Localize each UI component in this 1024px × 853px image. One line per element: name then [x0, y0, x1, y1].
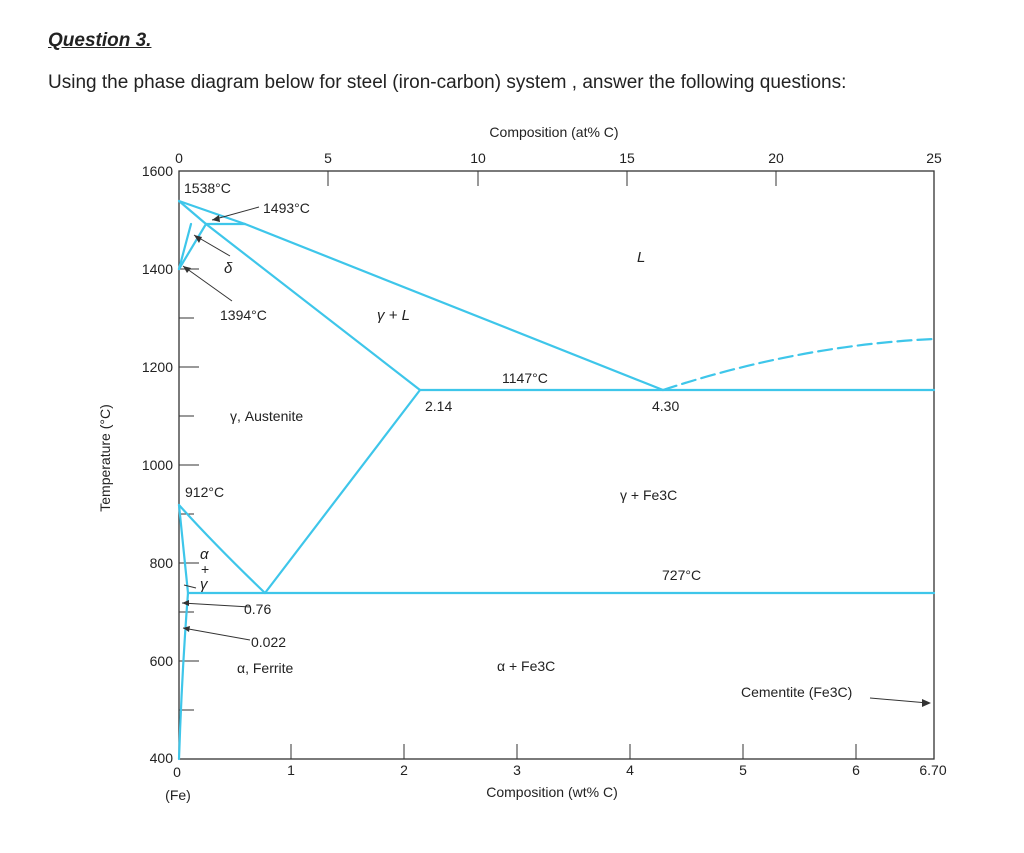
y-tick-1000: 1000: [142, 457, 173, 473]
bottom-tick-4: 4: [626, 762, 634, 778]
bottom-tick-1: 1: [287, 762, 295, 778]
y-tick-400: 400: [150, 750, 174, 766]
bottom-tick-6-70: 6.70: [919, 762, 946, 778]
alpha-gamma-line: [177, 503, 190, 595]
temp-912-label: 912°C: [185, 484, 224, 500]
top-axis-title: Composition (at% C): [489, 124, 618, 140]
comp-0-022-label: 0.022: [251, 634, 286, 650]
cementite-label: Cementite (Fe3C): [741, 684, 852, 700]
ferrite-label: α, Ferrite: [237, 660, 294, 676]
arrowheads: [182, 215, 931, 707]
liquidus-left: [243, 222, 665, 392]
gamma-solidus: [204, 222, 422, 392]
plus-label: +: [201, 561, 209, 577]
comp-2-14-label: 2.14: [425, 398, 452, 414]
y-tick-1600: 1600: [142, 163, 173, 179]
delta-solidus: [177, 199, 208, 226]
bottom-tick-2: 2: [400, 762, 408, 778]
y-tick-600: 600: [150, 653, 174, 669]
liquidus-cementite: [661, 337, 936, 392]
alpha-plus-cementite-label: α + Fe3C: [497, 658, 555, 674]
comp-0-76-label: 0.76: [244, 601, 271, 617]
bottom-ticks: [290, 744, 857, 759]
temp-727-label: 727°C: [662, 567, 701, 583]
top-tick-0: 0: [175, 150, 183, 166]
bottom-tick-0: 0: [173, 764, 181, 780]
temp-1493-label: 1493°C: [263, 200, 310, 216]
question-text: Using the phase diagram below for steel …: [48, 72, 847, 93]
austenite-label: γ, Austenite: [230, 408, 303, 424]
a3-line: [177, 503, 267, 595]
alpha-label: α: [200, 546, 209, 563]
top-tick-10: 10: [470, 150, 486, 166]
liquid-label: L: [637, 249, 645, 266]
ferrite-solvus: [177, 591, 190, 761]
delta-gamma-upper: [177, 222, 208, 271]
y-tick-800: 800: [150, 555, 174, 571]
bottom-tick-6: 6: [852, 762, 860, 778]
top-tick-20: 20: [768, 150, 784, 166]
top-ticks: [327, 171, 777, 186]
gamma-plus-liquid-label: γ + L: [377, 307, 410, 324]
bottom-tick-3: 3: [513, 762, 521, 778]
temp-1147-label: 1147°C: [502, 370, 548, 386]
bottom-axis-title: Composition (wt% C): [486, 784, 617, 800]
y-tick-1400: 1400: [142, 261, 173, 277]
delta-label: δ: [224, 260, 233, 277]
y-axis-title: Temperature (°C): [97, 404, 113, 512]
question-heading: Question 3.: [48, 30, 152, 51]
temp-1394-label: 1394°C: [220, 307, 267, 323]
y-tick-1200: 1200: [142, 359, 173, 375]
gamma-plus-cementite-label: γ + Fe3C: [620, 487, 677, 503]
comp-4-30-label: 4.30: [652, 398, 679, 414]
phase-lines: [177, 199, 936, 761]
top-tick-15: 15: [619, 150, 635, 166]
top-tick-25: 25: [926, 150, 942, 166]
top-tick-5: 5: [324, 150, 332, 166]
temp-1538-label: 1538°C: [184, 180, 231, 196]
leader-lines: [181, 206, 929, 704]
bottom-tick-5: 5: [739, 762, 747, 778]
bottom-origin-note: (Fe): [165, 787, 191, 803]
gamma-label: γ: [200, 576, 209, 593]
delta-liquidus: [177, 199, 247, 226]
acm-line: [263, 388, 422, 595]
delta-gamma-lower: [177, 222, 193, 271]
